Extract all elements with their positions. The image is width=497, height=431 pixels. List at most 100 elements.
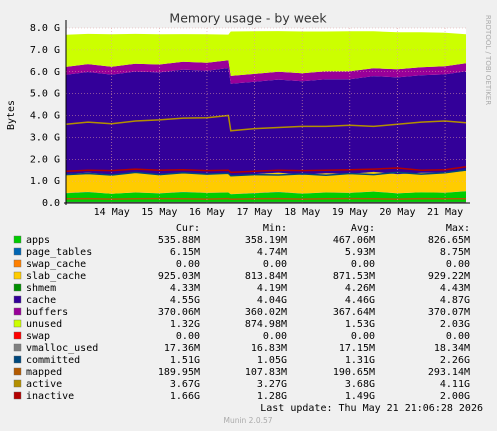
- stat-value: 17.36M: [164, 343, 200, 354]
- stat-value: 4.74M: [257, 247, 287, 258]
- legend-swatch: [13, 343, 22, 352]
- stat-value: 467.06M: [333, 235, 375, 246]
- stat-value: 1.28G: [257, 391, 287, 402]
- y-tick-label: 7.0 G: [30, 45, 60, 56]
- legend-label: swap: [26, 331, 50, 342]
- y-tick-label: 6.0 G: [30, 67, 60, 78]
- y-tick-label: 0.0: [42, 198, 60, 209]
- legend-swatch: [13, 307, 22, 316]
- stat-value: 535.88M: [158, 235, 200, 246]
- line: [65, 197, 466, 201]
- stat-value: 0.00: [446, 259, 470, 270]
- x-tick-label: 18 May: [284, 207, 320, 218]
- stat-value: 5.93M: [345, 247, 375, 258]
- stat-value: 1.51G: [170, 355, 200, 366]
- stat-value: 18.34M: [434, 343, 470, 354]
- stat-value: 4.11G: [440, 379, 470, 390]
- legend-swatch: [13, 271, 22, 280]
- stat-value: 190.65M: [333, 367, 375, 378]
- stat-value: 0.00: [176, 259, 200, 270]
- x-tick-label: 20 May: [379, 207, 415, 218]
- stat-value: 6.15M: [170, 247, 200, 258]
- y-tick-label: 5.0 G: [30, 89, 60, 100]
- stat-value: 2.00G: [440, 391, 470, 402]
- x-tick-label: 21 May: [427, 207, 463, 218]
- y-tick-label: 8.0 G: [30, 23, 60, 34]
- stat-value: 925.03M: [158, 271, 200, 282]
- stat-value: 1.31G: [345, 355, 375, 366]
- stat-header: Avg:: [351, 223, 375, 234]
- chart-title: Memory usage - by week: [169, 11, 327, 26]
- legend-swatch: [13, 295, 22, 304]
- legend-label: slab_cache: [26, 271, 86, 282]
- legend-label: swap_cache: [26, 259, 86, 270]
- area: [66, 31, 466, 76]
- stat-value: 4.04G: [257, 295, 287, 306]
- legend-swatch: [13, 379, 22, 388]
- stat-value: 0.00: [446, 331, 470, 342]
- stat-value: 4.46G: [345, 295, 375, 306]
- x-tick-label: 17 May: [237, 207, 273, 218]
- stat-value: 367.64M: [333, 307, 375, 318]
- legend-label: mapped: [26, 367, 62, 378]
- stat-value: 370.07M: [428, 307, 470, 318]
- stat-value: 1.53G: [345, 319, 375, 330]
- area: [66, 60, 466, 84]
- legend-swatch: [13, 319, 22, 328]
- stat-value: 189.95M: [158, 367, 200, 378]
- stat-value: 17.15M: [339, 343, 375, 354]
- stat-value: 1.66G: [170, 391, 200, 402]
- legend-label: committed: [26, 355, 80, 366]
- stat-value: 4.87G: [440, 295, 470, 306]
- plot-layer: 0.0 1.0 G 2.0 G 3.0 G 4.0 G 5.0 G 6.0 G 7.0 G 8.…: [13, 20, 470, 402]
- stat-value: 0.00: [263, 331, 287, 342]
- stat-value: 293.14M: [428, 367, 470, 378]
- stat-header: Max:: [446, 223, 470, 234]
- y-tick-label: 2.0 G: [30, 154, 60, 165]
- legend-swatch: [13, 331, 22, 340]
- stat-header: Cur:: [176, 223, 200, 234]
- stat-value: 0.00: [351, 331, 375, 342]
- legend-swatch: [13, 259, 22, 268]
- legend-label: shmem: [26, 283, 56, 294]
- stat-value: 16.83M: [251, 343, 287, 354]
- x-tick-label: 16 May: [189, 207, 225, 218]
- y-tick-label: 3.0 G: [30, 132, 60, 143]
- stat-value: 3.27G: [257, 379, 287, 390]
- x-tick-label: 14 May: [94, 207, 130, 218]
- legend-swatch: [13, 247, 22, 256]
- legend-label: page_tables: [26, 247, 92, 258]
- stat-value: 360.02M: [245, 307, 287, 318]
- stat-value: 871.53M: [333, 271, 375, 282]
- stat-value: 1.05G: [257, 355, 287, 366]
- stat-value: 813.84M: [245, 271, 287, 282]
- stat-value: 4.26M: [345, 283, 375, 294]
- legend-label: inactive: [26, 391, 74, 402]
- area: [66, 170, 466, 195]
- stat-value: 2.03G: [440, 319, 470, 330]
- stat-value: 929.22M: [428, 271, 470, 282]
- stat-value: 4.19M: [257, 283, 287, 294]
- y-tick-label: 4.0 G: [30, 111, 60, 122]
- legend-label: unused: [26, 319, 62, 330]
- stat-value: 358.19M: [245, 235, 287, 246]
- stat-value: 0.00: [351, 259, 375, 270]
- stat-value: 4.33M: [170, 283, 200, 294]
- stat-value: 107.83M: [245, 367, 287, 378]
- legend-label: vmalloc_used: [26, 343, 98, 354]
- legend-swatch: [13, 355, 22, 364]
- stat-value: 3.67G: [170, 379, 200, 390]
- legend-label: buffers: [26, 307, 68, 318]
- stat-value: 8.75M: [440, 247, 470, 258]
- stat-value: 3.68G: [345, 379, 375, 390]
- legend-swatch: [13, 283, 22, 292]
- side-text: RRDTOOL / TOBI OETIKER: [484, 15, 492, 105]
- legend-swatch: [13, 367, 22, 376]
- y-axis-label: Bytes: [6, 100, 17, 130]
- area: [66, 191, 466, 203]
- legend-label: cache: [26, 295, 56, 306]
- stat-value: 1.32G: [170, 319, 200, 330]
- legend-label: active: [26, 379, 62, 390]
- stat-value: 370.06M: [158, 307, 200, 318]
- stat-value: 4.43M: [440, 283, 470, 294]
